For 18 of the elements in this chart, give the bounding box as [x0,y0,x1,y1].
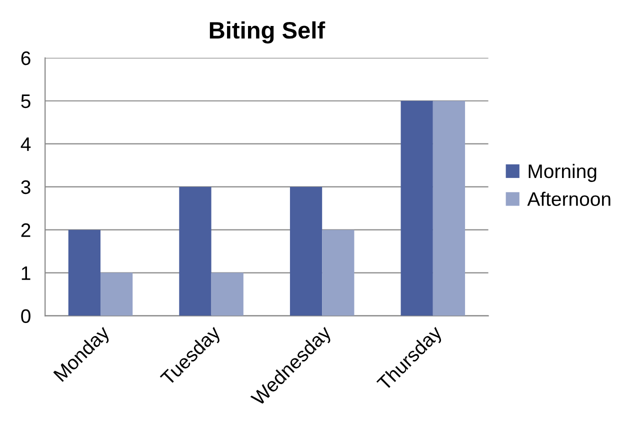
y-tick-label: 0 [21,309,30,324]
legend-label: Morning [528,164,596,182]
bar [322,230,354,316]
y-tick-label: 6 [21,51,30,66]
bar [432,100,466,316]
bar [211,272,244,316]
y-tick-label: 3 [21,180,30,194]
y-tick-label: 5 [21,94,30,108]
y-tick-label: 2 [21,223,30,237]
bar [400,100,433,316]
y-tick-label: 1 [22,266,30,280]
bar [290,186,322,316]
bar [100,272,133,316]
bar [179,186,212,316]
y-tick-label: 4 [20,138,31,151]
chart-title: Biting Self [210,21,326,44]
legend-label: Afternoon [527,192,610,206]
bar [68,230,100,316]
